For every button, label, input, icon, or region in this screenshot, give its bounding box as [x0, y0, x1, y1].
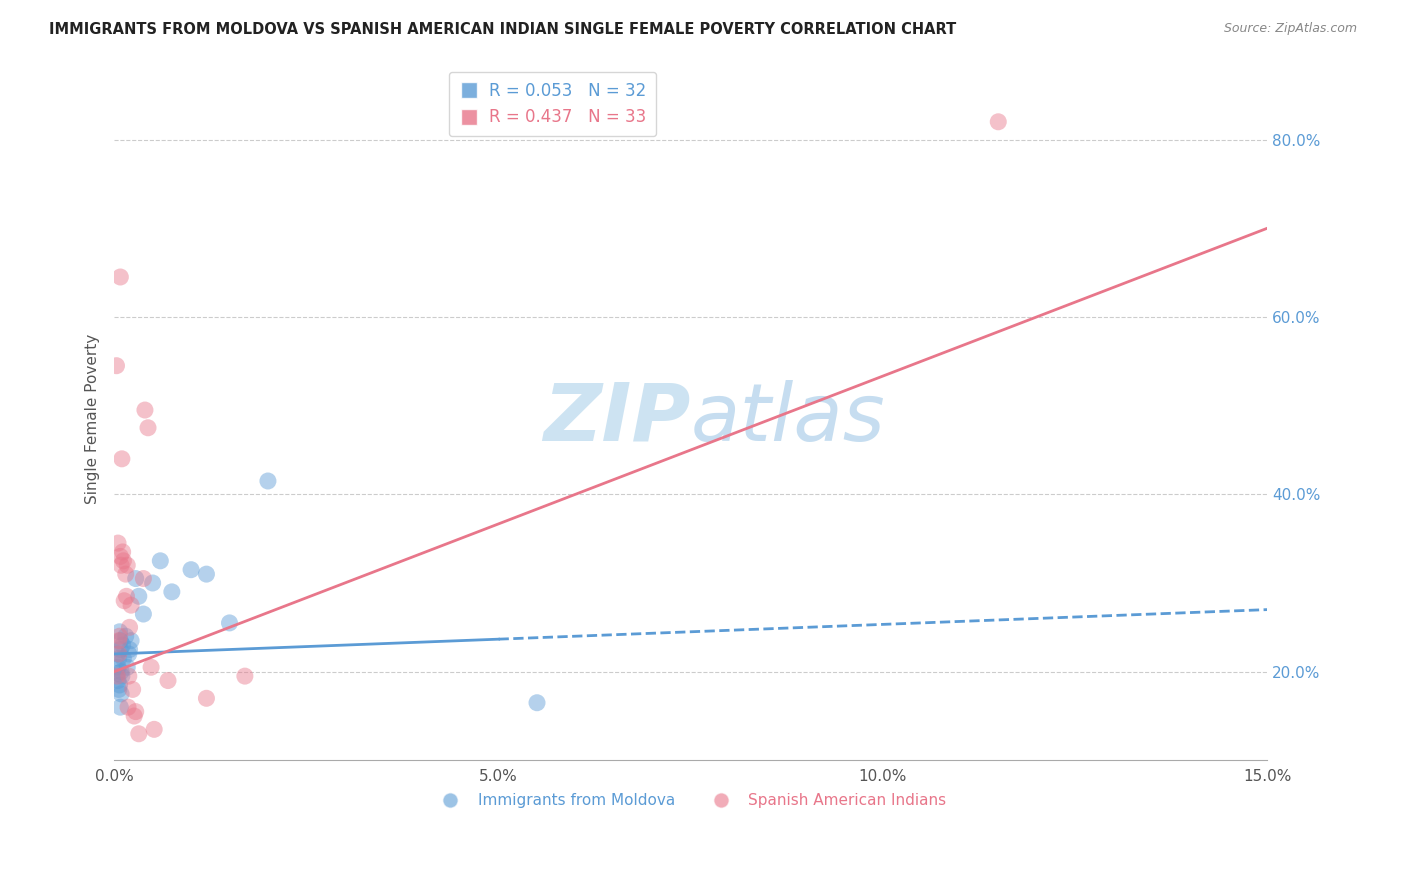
Point — [987, 115, 1010, 129]
Point — [110, 270, 132, 285]
Text: atlas: atlas — [690, 380, 886, 458]
Point — [122, 709, 145, 723]
Point — [134, 403, 156, 417]
Point — [112, 593, 135, 607]
Point — [195, 691, 218, 706]
Point — [112, 651, 135, 665]
Point — [107, 633, 129, 648]
Point — [233, 669, 256, 683]
Point — [112, 554, 135, 568]
Point — [108, 624, 131, 639]
Point — [110, 558, 132, 573]
Point — [110, 687, 132, 701]
Point — [107, 651, 129, 665]
Point — [117, 558, 139, 573]
Point — [118, 642, 141, 657]
Point — [110, 549, 132, 564]
Point — [120, 633, 142, 648]
Point — [107, 536, 129, 550]
Text: ZIP: ZIP — [543, 380, 690, 458]
Point — [143, 723, 166, 737]
Point — [105, 669, 128, 683]
Point — [160, 585, 183, 599]
Y-axis label: Single Female Poverty: Single Female Poverty — [86, 334, 100, 504]
Point — [526, 696, 548, 710]
Point — [108, 629, 131, 643]
Point — [125, 572, 148, 586]
Point — [132, 607, 155, 621]
Point — [110, 665, 132, 679]
Point — [121, 682, 143, 697]
Point — [128, 589, 150, 603]
Point — [149, 554, 172, 568]
Point — [105, 647, 128, 661]
Point — [111, 638, 134, 652]
Point — [108, 678, 131, 692]
Point — [111, 669, 134, 683]
Point — [114, 567, 136, 582]
Point — [111, 545, 134, 559]
Point — [136, 421, 159, 435]
Point — [218, 615, 240, 630]
Point — [118, 620, 141, 634]
Text: Source: ZipAtlas.com: Source: ZipAtlas.com — [1223, 22, 1357, 36]
Legend: Immigrants from Moldova, Spanish American Indians: Immigrants from Moldova, Spanish America… — [429, 787, 953, 814]
Point — [114, 629, 136, 643]
Point — [105, 666, 128, 681]
Point — [132, 572, 155, 586]
Point — [105, 359, 128, 373]
Point — [107, 682, 129, 697]
Point — [115, 589, 138, 603]
Point — [107, 673, 129, 688]
Point — [142, 576, 165, 591]
Point — [120, 598, 142, 612]
Point — [107, 660, 129, 674]
Point — [110, 633, 132, 648]
Point — [118, 647, 141, 661]
Point — [156, 673, 179, 688]
Point — [117, 700, 139, 714]
Text: IMMIGRANTS FROM MOLDOVA VS SPANISH AMERICAN INDIAN SINGLE FEMALE POVERTY CORRELA: IMMIGRANTS FROM MOLDOVA VS SPANISH AMERI… — [49, 22, 956, 37]
Point — [117, 660, 139, 674]
Point — [195, 567, 218, 582]
Point — [139, 660, 162, 674]
Point — [257, 474, 280, 488]
Point — [118, 669, 141, 683]
Point — [180, 563, 202, 577]
Point — [110, 700, 132, 714]
Point — [111, 451, 134, 466]
Point — [107, 647, 129, 661]
Point — [110, 642, 132, 657]
Point — [125, 705, 148, 719]
Point — [128, 727, 150, 741]
